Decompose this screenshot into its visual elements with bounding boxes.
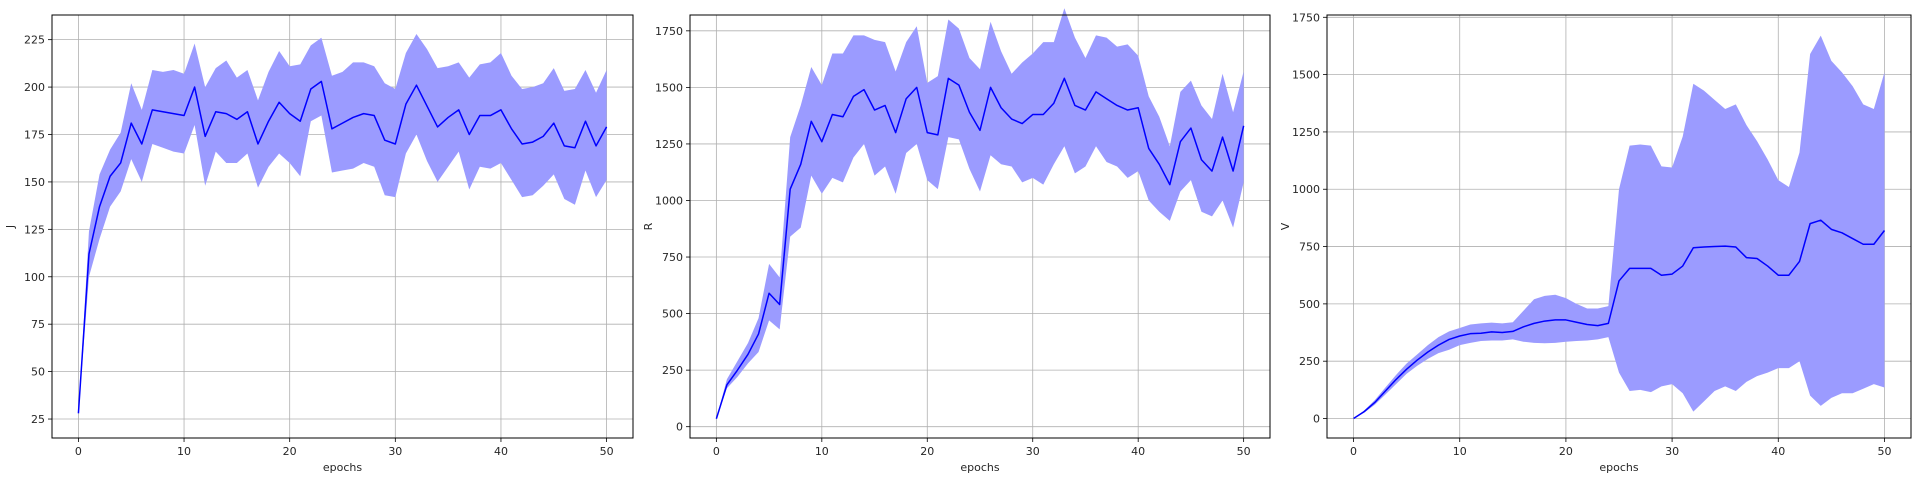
x-tick-label: 30 bbox=[388, 445, 402, 458]
chart-r: 0 10 20 30 40 5002505007501000125015001750epo… bbox=[642, 8, 1271, 474]
y-tick-label: 50 bbox=[31, 366, 45, 379]
y-tick-label: 1000 bbox=[1292, 183, 1320, 196]
x-tick-label: 40 bbox=[1771, 445, 1785, 458]
x-tick-label: 50 bbox=[1877, 445, 1891, 458]
x-tick-label: 30 bbox=[1665, 445, 1679, 458]
y-tick-label: 150 bbox=[24, 176, 45, 189]
y-tick-label: 250 bbox=[1299, 355, 1320, 368]
x-tick-label: 40 bbox=[494, 445, 508, 458]
y-axis-label: J bbox=[4, 225, 17, 229]
y-tick-label: 1750 bbox=[655, 25, 683, 38]
x-tick-label: 10 bbox=[815, 445, 829, 458]
y-tick-label: 0 bbox=[676, 421, 683, 434]
y-tick-label: 225 bbox=[24, 34, 45, 47]
x-axis-label: epochs bbox=[1599, 461, 1638, 474]
axes-frame bbox=[1326, 14, 1912, 439]
x-tick-label: 0 bbox=[1350, 445, 1357, 458]
confidence-band-r bbox=[716, 8, 1244, 419]
mean-line-j bbox=[77, 80, 608, 414]
chart-j: 0 10 20 30 40 50 25 50 75 100 125 150 175 200 225 epoch… bbox=[4, 14, 634, 474]
x-tick-label: 30 bbox=[1026, 445, 1040, 458]
y-tick-label: 175 bbox=[24, 129, 45, 142]
x-tick-label: 40 bbox=[1131, 445, 1145, 458]
y-tick-label: 500 bbox=[662, 308, 683, 321]
x-tick-label: 0 bbox=[713, 445, 720, 458]
x-tick-label: 50 bbox=[1237, 445, 1251, 458]
y-tick-label: 1250 bbox=[1292, 126, 1320, 139]
y-tick-label: 25 bbox=[31, 413, 45, 426]
x-tick-label: 10 bbox=[1453, 445, 1467, 458]
y-tick-label: 750 bbox=[662, 251, 683, 264]
axes-frame bbox=[689, 14, 1271, 439]
x-tick-label: 20 bbox=[920, 445, 934, 458]
y-tick-label: 200 bbox=[24, 81, 45, 94]
confidence-band-j bbox=[78, 33, 607, 414]
x-tick-label: 20 bbox=[283, 445, 297, 458]
y-tick-label: 1500 bbox=[1292, 69, 1320, 82]
x-tick-label: 20 bbox=[1559, 445, 1573, 458]
mean-line-r bbox=[715, 77, 1245, 419]
y-tick-label: 1500 bbox=[655, 81, 683, 94]
y-tick-label: 1250 bbox=[655, 138, 683, 151]
y-tick-label: 1000 bbox=[655, 194, 683, 207]
y-axis-label: R bbox=[642, 222, 655, 230]
y-tick-label: 125 bbox=[24, 223, 45, 236]
axes-frame bbox=[51, 14, 634, 439]
y-tick-label: 0 bbox=[1313, 413, 1320, 426]
x-axis-label: epochs bbox=[323, 461, 362, 474]
y-tick-label: 100 bbox=[24, 271, 45, 284]
y-tick-label: 250 bbox=[662, 364, 683, 377]
x-tick-label: 50 bbox=[600, 445, 614, 458]
mean-line-v bbox=[1353, 219, 1886, 420]
y-tick-label: 1750 bbox=[1292, 11, 1320, 24]
x-tick-label: 0 bbox=[75, 445, 82, 458]
confidence-band-v bbox=[1353, 35, 1885, 419]
y-tick-label: 500 bbox=[1299, 298, 1320, 311]
y-tick-label: 750 bbox=[1299, 241, 1320, 254]
x-axis-label: epochs bbox=[960, 461, 999, 474]
y-tick-label: 75 bbox=[31, 318, 45, 331]
chart-v: 0 10 20 30 40 5002505007501000125015001750epo… bbox=[1279, 11, 1912, 474]
y-axis-label: V bbox=[1279, 222, 1292, 230]
x-tick-label: 10 bbox=[177, 445, 191, 458]
